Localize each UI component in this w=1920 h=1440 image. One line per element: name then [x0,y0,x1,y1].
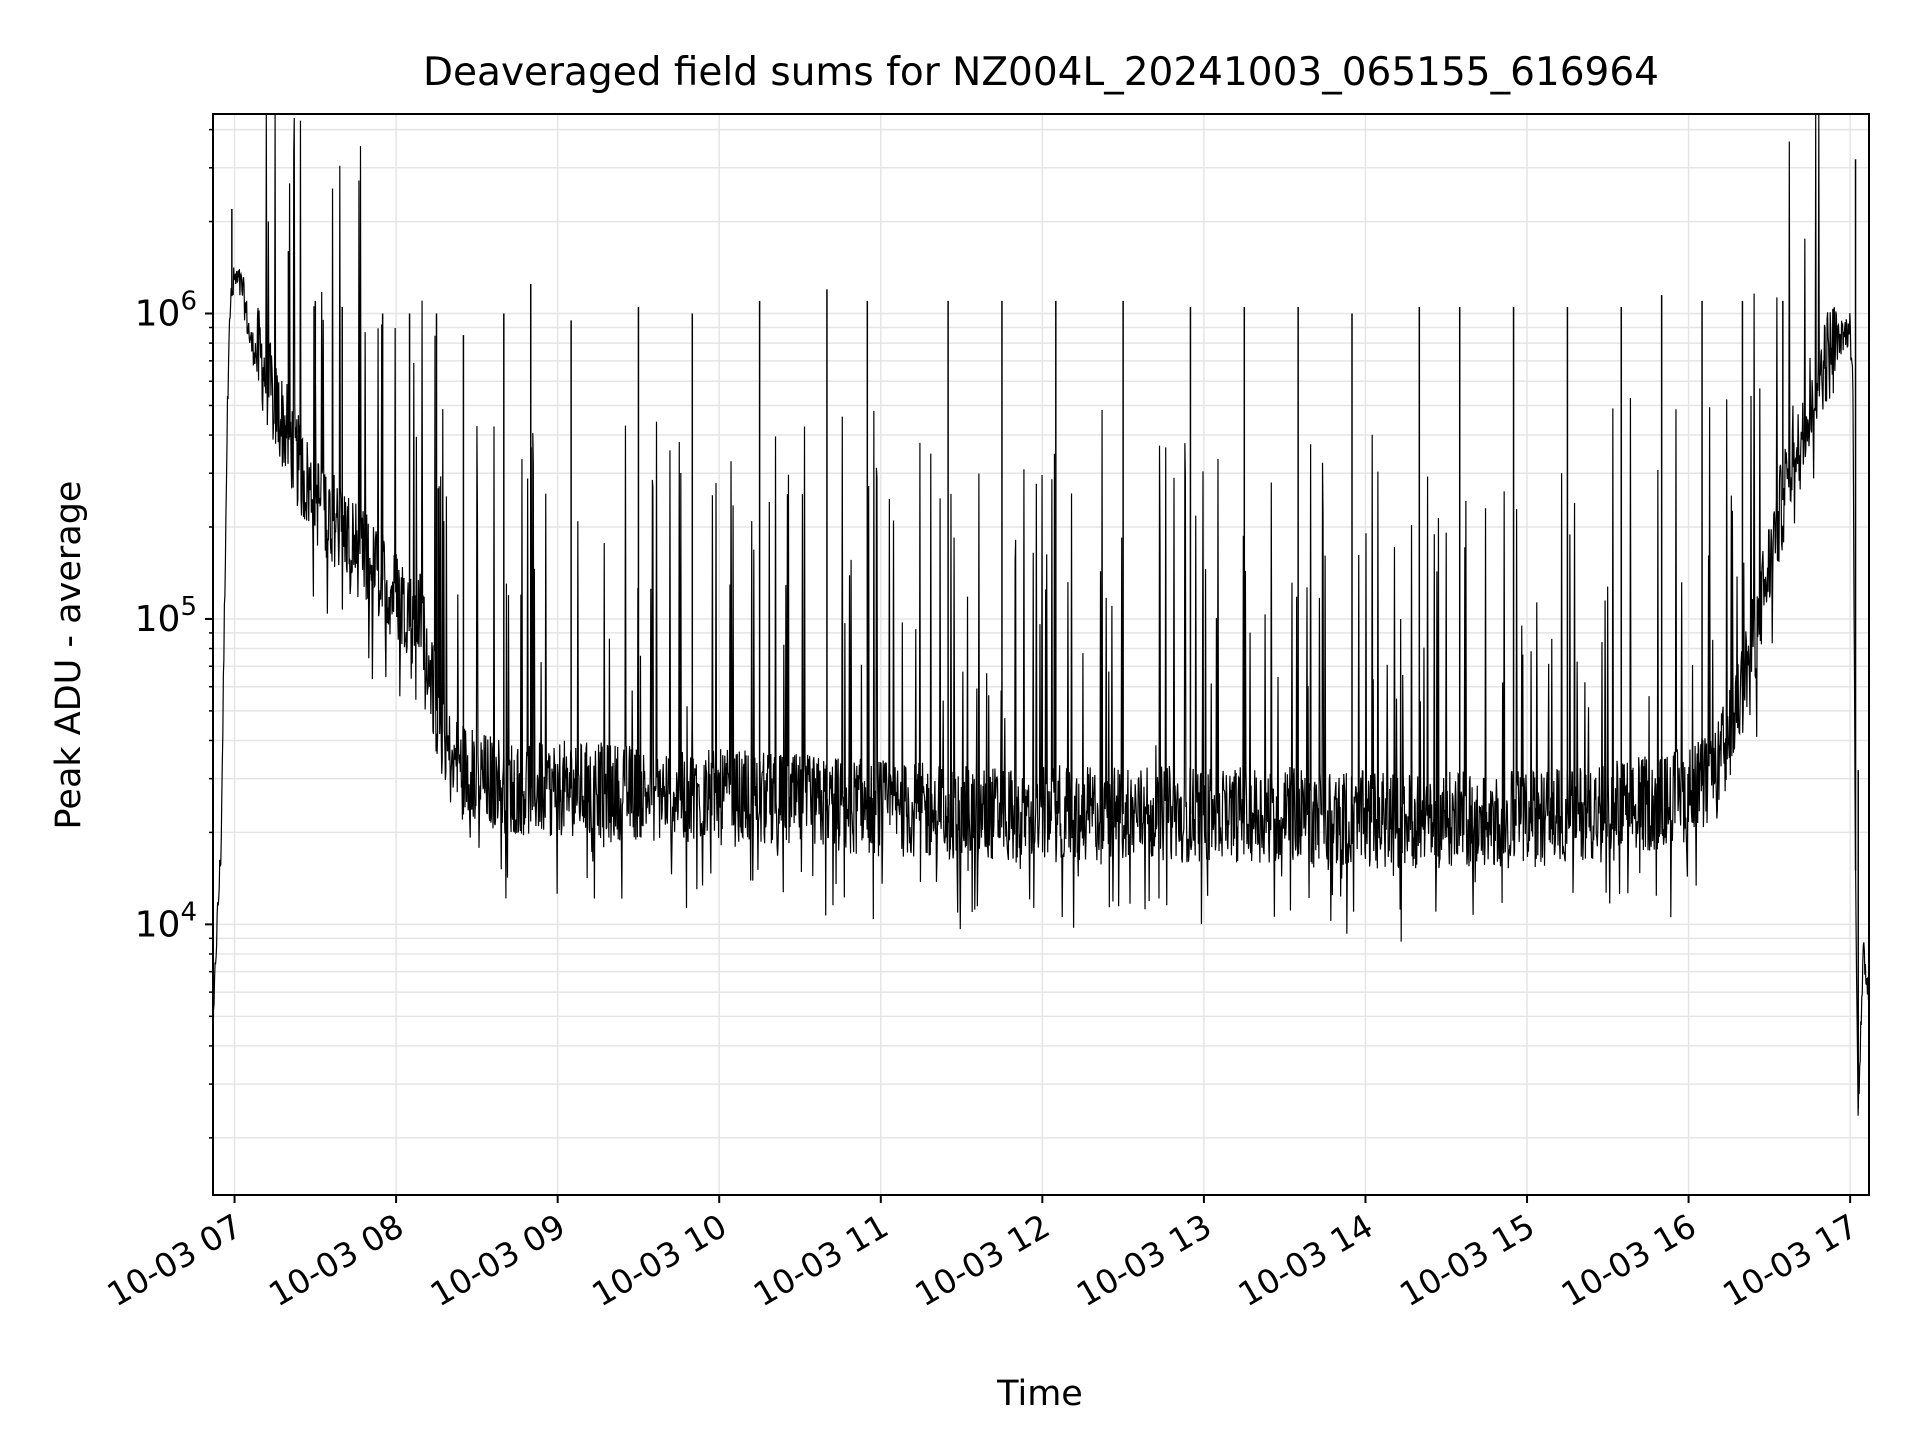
chart-title: Deaveraged field sums for NZ004L_2024100… [423,50,1659,95]
x-tick-label: 10-03 10 [585,1206,733,1314]
grid [213,114,1869,1195]
x-tick-label: 10-03 13 [1070,1206,1218,1314]
x-tick-label: 10-03 12 [908,1206,1056,1314]
x-axis: 10-03 07 10-03 08 10-03 09 10-03 10 10-03 11… [101,1195,1864,1314]
series-line [212,113,1870,1116]
y-tick-label: 104 [135,897,197,945]
plot-frame [212,113,1870,1196]
y-tick-base: 10 [135,599,181,640]
x-tick-label: 10-03 14 [1231,1206,1379,1314]
x-tick-label: 10-03 09 [424,1206,572,1314]
plot-area [212,113,1870,1116]
y-tick-base: 10 [135,904,181,945]
x-tick-label: 10-03 11 [747,1206,895,1314]
x-tick-label: 10-03 17 [1716,1206,1864,1314]
x-tick-label: 10-03 08 [262,1206,410,1314]
y-axis-label: Peak ADU - average [49,481,89,830]
x-tick-label: 10-03 07 [101,1206,249,1314]
x-axis-label: Time [996,1374,1083,1414]
y-tick-label: 105 [135,592,197,640]
x-tick-label: 10-03 16 [1555,1206,1703,1314]
y-tick-base: 10 [135,294,181,335]
y-tick-exponent: 4 [180,897,197,927]
y-tick-exponent: 6 [180,287,197,317]
x-tick-label: 10-03 15 [1393,1206,1541,1314]
y-tick-label: 106 [135,287,197,335]
y-tick-exponent: 5 [180,592,197,622]
